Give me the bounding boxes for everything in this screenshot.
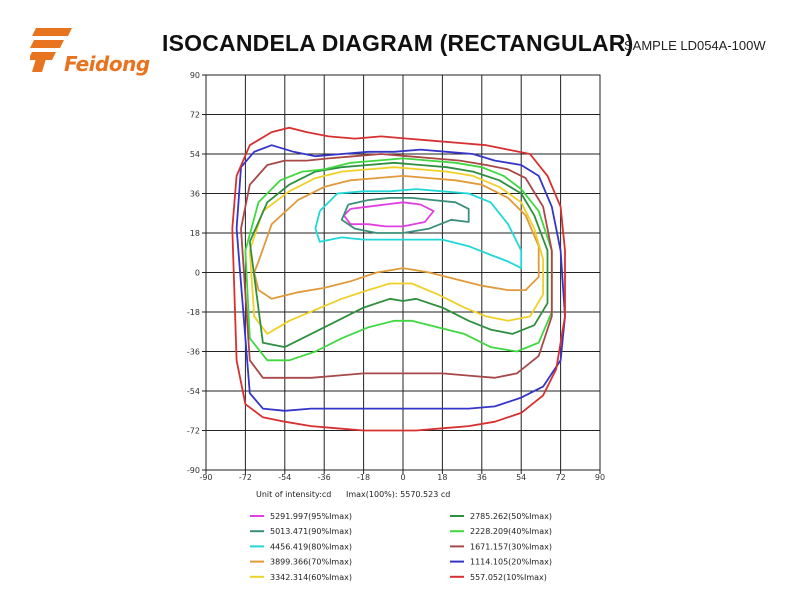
legend-label: 5291.997(95%Imax) — [270, 512, 352, 521]
y-tick-label: -90 — [187, 466, 200, 475]
legend-item: 1671.157(30%Imax) — [450, 542, 552, 551]
legend-item: 3342.314(60%Imax) — [250, 573, 352, 582]
legend-label: 2228.209(40%Imax) — [470, 527, 552, 536]
isocandela-contour — [248, 166, 544, 335]
isocandela-contour — [343, 201, 435, 228]
legend-item: 557.052(10%Imax) — [450, 573, 547, 582]
isocandela-series — [231, 126, 566, 432]
sample-label: SAMPLE LD054A-100W — [624, 38, 766, 53]
x-tick-label: -36 — [318, 473, 331, 482]
isocandela-contour — [240, 153, 553, 379]
x-tick-label: -90 — [199, 473, 212, 482]
legend-item: 2228.209(40%Imax) — [450, 527, 552, 536]
page-title: ISOCANDELA DIAGRAM (RECTANGULAR) — [162, 30, 634, 56]
x-tick-label: 18 — [437, 473, 447, 482]
isocandela-contour — [235, 144, 566, 412]
y-tick-label: 18 — [190, 229, 200, 238]
y-tick-label: 36 — [190, 190, 200, 199]
y-tick-label: -36 — [187, 348, 200, 357]
brand-logo — [30, 28, 72, 72]
legend-item: 1114.105(20%Imax) — [450, 558, 552, 567]
logo-stripe-middle — [30, 40, 64, 48]
legend-label: 3342.314(60%Imax) — [270, 573, 352, 582]
isocandela-contour — [248, 161, 549, 348]
isocandela-contour — [231, 126, 566, 432]
legend-label: 557.052(10%Imax) — [470, 573, 547, 582]
legend-label: 2785.262(50%Imax) — [470, 512, 552, 521]
x-tick-label: -18 — [357, 473, 370, 482]
logo-stripe-top — [32, 28, 72, 36]
x-tick-label: 72 — [556, 473, 566, 482]
y-tick-label: 54 — [190, 150, 200, 159]
logo-f-stem — [32, 52, 48, 72]
legend-item: 4456.419(80%Imax) — [250, 542, 352, 551]
isocandela-contour — [340, 197, 470, 234]
y-tick-label: 72 — [190, 111, 200, 120]
legend-item: 5013.471(90%Imax) — [250, 527, 352, 536]
y-tick-labels: 90 72 54 36 18 0 -18 -36 -54 -72 -90 — [187, 71, 200, 475]
imax-label: Imax(100%): 5570.523 cd — [346, 490, 450, 499]
legend-label: 3899.366(70%Imax) — [270, 558, 352, 567]
legend-label: 5013.471(90%Imax) — [270, 527, 352, 536]
unit-label: Unit of intensity:cd — [256, 490, 331, 499]
x-tick-label: -54 — [278, 473, 291, 482]
isocandela-contour — [314, 188, 523, 269]
y-tick-label: 0 — [195, 269, 200, 278]
legend-label: 4456.419(80%Imax) — [270, 542, 352, 551]
isocandela-contour — [253, 175, 540, 300]
y-tick-label: 90 — [190, 71, 200, 80]
legend-item: 3899.366(70%Imax) — [250, 558, 352, 567]
x-tick-label: 0 — [400, 473, 405, 482]
y-tick-label: -18 — [187, 308, 200, 317]
legend-label: 1671.157(30%Imax) — [470, 542, 552, 551]
y-tick-label: -72 — [187, 427, 200, 436]
x-tick-label: 54 — [516, 473, 526, 482]
legend-label: 1114.105(20%Imax) — [470, 558, 552, 567]
y-tick-label: -54 — [187, 387, 200, 396]
logo-wordmark: Feidong — [64, 52, 150, 76]
x-tick-labels: -90 -72 -54 -36 -18 0 18 36 54 72 90 — [199, 473, 605, 482]
legend-item: 5291.997(95%Imax) — [250, 512, 352, 521]
x-tick-label: 36 — [477, 473, 487, 482]
x-tick-label: 90 — [595, 473, 605, 482]
x-tick-label: -72 — [239, 473, 252, 482]
legend-item: 2785.262(50%Imax) — [450, 512, 552, 521]
legend: 5291.997(95%Imax) 5013.471(90%Imax) 4456.4… — [250, 512, 552, 582]
